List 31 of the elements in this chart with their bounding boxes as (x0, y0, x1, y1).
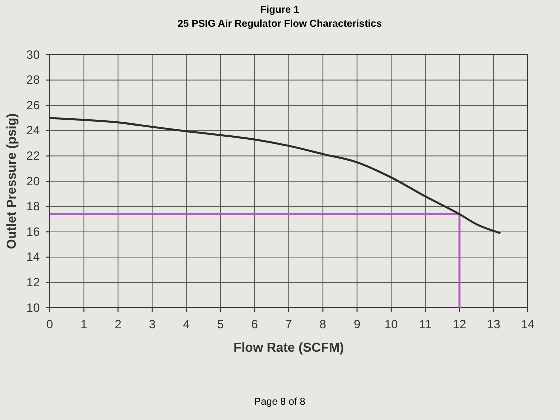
y-tick-label: 12 (26, 276, 40, 290)
y-tick-label: 10 (26, 300, 40, 315)
x-tick-label: 10 (384, 318, 398, 332)
y-tick-label: 22 (26, 149, 40, 164)
x-tick-label: 12 (453, 318, 467, 332)
x-tick-label: 2 (114, 318, 122, 332)
chart-subtitle: 25 PSIG Air Regulator Flow Characteristics (178, 19, 383, 30)
y-tick-label: 20 (26, 174, 40, 188)
y-tick-label: 24 (26, 124, 40, 138)
y-axis-title: Outlet Pressure (psig) (4, 114, 19, 250)
y-tick-label: 14 (26, 250, 40, 264)
x-tick-label: 11 (419, 318, 432, 332)
x-tick-label: 4 (183, 318, 190, 332)
x-tick-label: 6 (252, 318, 259, 332)
y-tick-label: 30 (26, 48, 40, 62)
x-tick-label: 8 (320, 318, 327, 332)
x-tick-label: 7 (286, 318, 293, 332)
y-tick-label: 28 (26, 73, 40, 88)
x-tick-label: 5 (217, 318, 224, 332)
text: Page 8 of 8 (254, 397, 306, 408)
y-tick-label: 16 (26, 224, 40, 239)
chart-title: Figure 1 (260, 5, 300, 16)
x-tick-label: 3 (149, 318, 156, 332)
x-axis-title: Flow Rate (SCFM) (234, 340, 344, 355)
x-tick-label: 9 (354, 318, 361, 332)
y-tick-label: 18 (26, 200, 40, 214)
x-tick-label: 14 (521, 318, 535, 332)
x-tick-label: 1 (80, 318, 88, 332)
y-tick-label: 26 (26, 98, 40, 112)
x-tick-label: 13 (487, 318, 501, 332)
x-tick-label: 0 (46, 318, 54, 332)
